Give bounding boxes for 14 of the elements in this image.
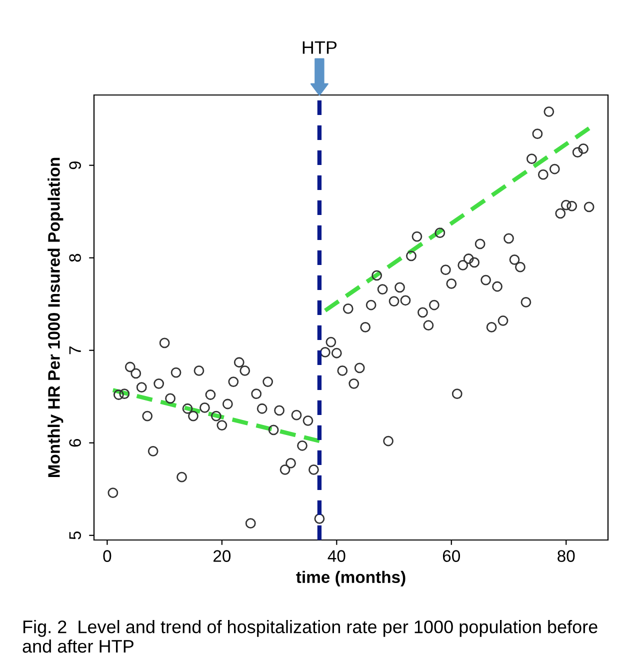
x-tick-label: 20 — [213, 550, 231, 562]
x-tick-label: 60 — [442, 550, 460, 562]
x-tick-label: 80 — [558, 550, 575, 562]
x-axis-title: time (months) — [296, 570, 406, 586]
y-tick-label: 9 — [69, 161, 81, 170]
y-tick-label: 5 — [69, 531, 81, 540]
x-tick-label: 40 — [328, 550, 346, 562]
ref-line-label: HTP — [302, 41, 337, 54]
y-tick-label: 8 — [69, 254, 81, 262]
y-axis-title: Monthly HR Per 1000 Insured Population — [48, 158, 64, 478]
y-tick-label: 7 — [69, 346, 81, 354]
y-tick-label: 6 — [69, 438, 81, 447]
caption: Fig. 2 Level and trend of hospitalization rate per 1000 population before and after HTP — [22, 620, 598, 653]
x-tick-label: 0 — [103, 550, 112, 562]
